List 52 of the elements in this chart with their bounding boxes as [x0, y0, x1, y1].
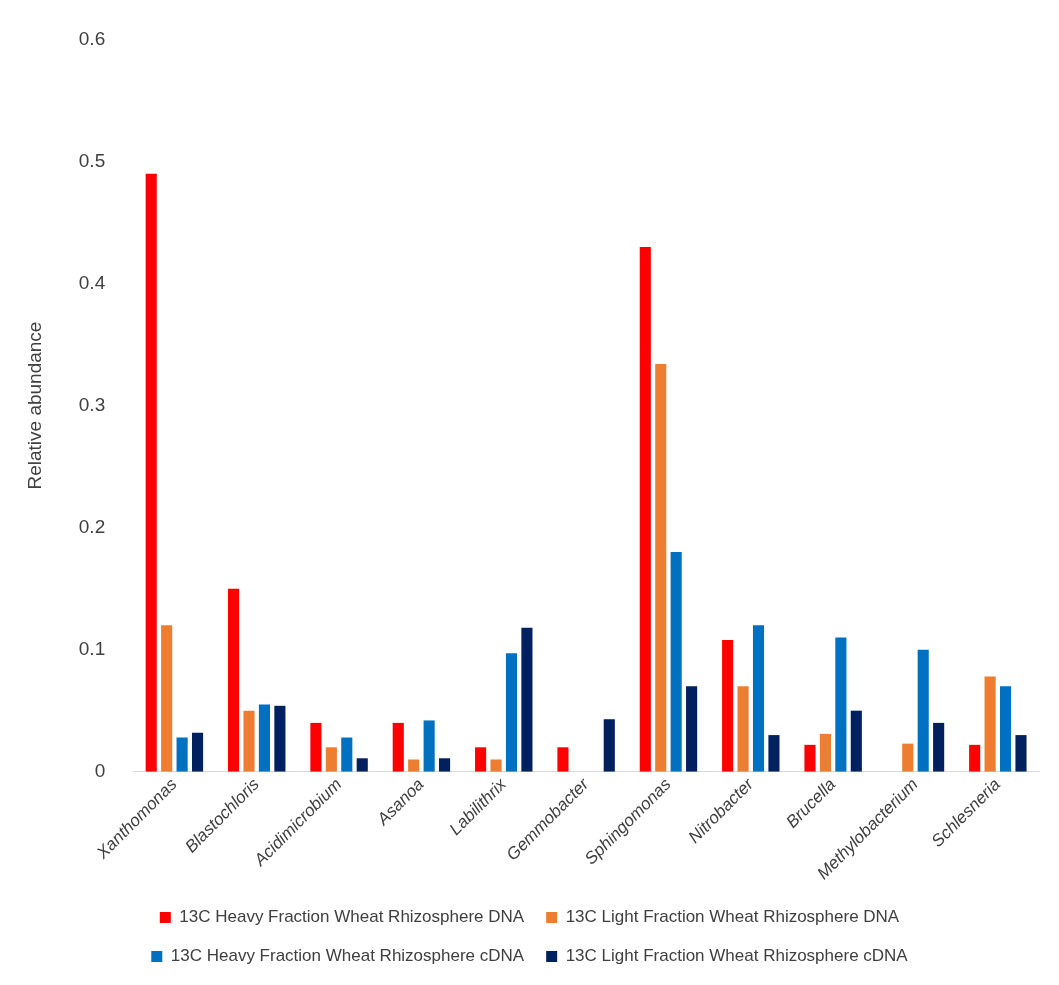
bar [176, 737, 188, 772]
bar [161, 625, 173, 772]
y-tick-label: 0.1 [78, 637, 106, 659]
bar [341, 737, 353, 772]
bar [603, 719, 615, 772]
legend-label: 13C Light Fraction Wheat Rhizosphere DNA [565, 907, 900, 927]
y-tick-label: 0.6 [78, 27, 106, 49]
bar [686, 686, 698, 772]
bar [325, 747, 337, 772]
bar [639, 246, 651, 772]
bar [768, 735, 780, 772]
bar [310, 722, 322, 772]
bar [475, 747, 487, 772]
bar [439, 758, 451, 772]
bar [850, 710, 862, 772]
bar [722, 639, 734, 772]
bar [191, 732, 204, 772]
bar [490, 759, 502, 772]
bar [984, 676, 996, 772]
bar [917, 649, 929, 772]
legend-label: 13C Light Fraction Wheat Rhizosphere cDNA [565, 946, 909, 966]
bar [521, 627, 533, 772]
bar [804, 744, 816, 772]
bar [274, 705, 286, 772]
bar [737, 686, 749, 772]
bar [670, 552, 682, 772]
bar [752, 625, 765, 772]
bar [258, 704, 271, 772]
legend-label: 13C Heavy Fraction Wheat Rhizosphere cDNA [170, 946, 525, 966]
bar [423, 720, 435, 772]
y-tick-label: 0.2 [78, 515, 106, 537]
bar [505, 653, 518, 772]
bar [145, 173, 157, 772]
y-tick-label: 0.3 [78, 393, 106, 415]
bar [356, 758, 368, 772]
bar [902, 743, 914, 772]
bar [969, 744, 981, 772]
bar [392, 722, 404, 772]
bar [655, 364, 667, 772]
bar [999, 686, 1012, 772]
bar [557, 747, 569, 772]
y-tick-label: 0 [94, 759, 106, 781]
bar [228, 588, 240, 772]
bar [819, 733, 831, 772]
bar [1015, 735, 1027, 772]
bar [835, 637, 847, 772]
legend-label: 13C Heavy Fraction Wheat Rhizosphere DNA [179, 907, 525, 927]
y-tick-label: 0.4 [78, 271, 106, 293]
bar [933, 722, 945, 772]
y-axis-title: Relative abundance [23, 321, 45, 490]
bar [243, 710, 255, 772]
y-tick-label: 0.5 [78, 149, 106, 171]
